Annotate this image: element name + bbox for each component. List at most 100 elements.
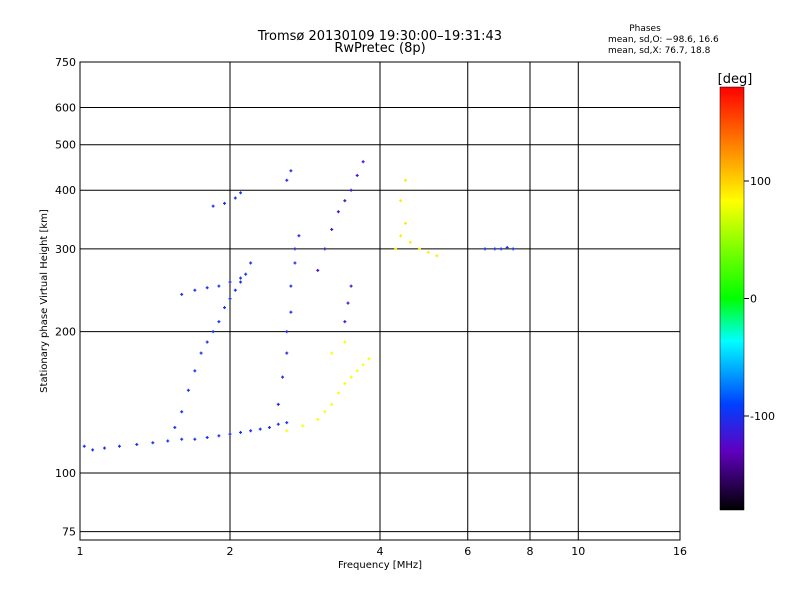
data-point [82, 444, 86, 448]
data-point [285, 351, 289, 355]
y-axis: 75 100 200 300 400 500 600 750 [55, 56, 76, 539]
data-point [343, 340, 347, 344]
data-point [249, 429, 253, 433]
data-point [330, 351, 334, 355]
chart-title: Tromsø 20130109 19:30:00–19:31:43 [257, 29, 502, 44]
data-point [233, 288, 237, 292]
x-tick-label: 4 [377, 545, 384, 558]
data-point [239, 191, 243, 195]
data-point [223, 306, 227, 310]
data-point [323, 410, 327, 414]
data-point [330, 227, 334, 231]
data-point [505, 246, 509, 250]
colorbar [719, 86, 745, 511]
data-point [193, 288, 197, 292]
data-point [361, 363, 365, 367]
data-point [349, 375, 353, 379]
data-point [205, 340, 209, 344]
x-tick-label: 16 [673, 545, 687, 558]
data-point [103, 446, 107, 450]
data-point [239, 430, 243, 434]
y-tick-label: 500 [55, 139, 76, 152]
data-point [186, 388, 190, 392]
data-point [343, 199, 347, 203]
data-point [244, 272, 248, 276]
data-point [301, 424, 305, 428]
data-point [336, 210, 340, 214]
data-point [355, 173, 359, 177]
data-point [193, 437, 197, 441]
data-point [285, 429, 289, 433]
colorbar-label: [deg] [718, 72, 753, 87]
data-point [228, 297, 232, 301]
x-axis-label: Frequency [MHz] [338, 560, 422, 571]
data-point [166, 439, 170, 443]
data-point [276, 422, 280, 426]
data-point [223, 201, 227, 205]
data-point [361, 160, 365, 164]
data-points [82, 160, 515, 452]
data-point [205, 436, 209, 440]
data-point [233, 196, 237, 200]
colorbar-tick-label: 0 [750, 293, 757, 306]
data-point [483, 247, 487, 251]
data-point [403, 178, 407, 182]
data-point [293, 261, 297, 265]
data-point [343, 320, 347, 324]
x-tick-label: 6 [464, 545, 471, 558]
data-point [228, 432, 232, 436]
y-tick-label: 75 [62, 526, 76, 539]
data-point [180, 292, 184, 296]
x-tick-label: 2 [227, 545, 234, 558]
data-point [367, 357, 371, 361]
y-tick-label: 750 [55, 56, 76, 69]
data-point [399, 199, 403, 203]
colorbar-tick-label: -100 [750, 410, 775, 423]
data-point [343, 382, 347, 386]
x-tick-label: 1 [77, 545, 84, 558]
data-point [211, 204, 215, 208]
data-point [205, 286, 209, 290]
data-point [408, 240, 412, 244]
data-point [199, 351, 203, 355]
data-point [426, 250, 430, 254]
y-axis-label: Stationary phase Virtual Height [km] [39, 209, 50, 393]
data-point [217, 320, 221, 324]
data-point [258, 427, 262, 431]
data-point [217, 434, 221, 438]
data-point [281, 375, 285, 379]
data-point [289, 310, 293, 314]
stats-o-line: mean, sd,O: −98.6, 16.6 [608, 35, 719, 45]
data-point [285, 330, 289, 334]
data-point [151, 441, 155, 445]
data-point [276, 402, 280, 406]
data-point [435, 254, 439, 258]
data-point [323, 247, 327, 251]
chart-subtitle: RwPretec (8p) [334, 41, 425, 56]
colorbar-tick-label: 100 [750, 175, 771, 188]
data-point [330, 402, 334, 406]
grid-lines [80, 61, 680, 540]
data-point [394, 247, 398, 251]
data-point [346, 301, 350, 305]
data-point [91, 448, 95, 452]
colorbar-ticks: 100 0 -100 [744, 175, 775, 423]
y-tick-label: 400 [55, 184, 76, 197]
data-point [499, 247, 503, 251]
data-point [349, 188, 353, 192]
data-point [239, 280, 243, 284]
data-point [285, 421, 289, 425]
data-point [403, 221, 407, 225]
data-point [417, 247, 421, 251]
stats-heading: Phases [629, 24, 661, 34]
data-point [267, 425, 271, 429]
data-point [285, 178, 289, 182]
data-point [289, 169, 293, 173]
data-point [180, 410, 184, 414]
x-axis: 1 2 4 6 8 10 16 [77, 545, 688, 558]
data-point [193, 369, 197, 373]
data-point [316, 268, 320, 272]
data-point [180, 437, 184, 441]
y-tick-label: 600 [55, 102, 76, 115]
